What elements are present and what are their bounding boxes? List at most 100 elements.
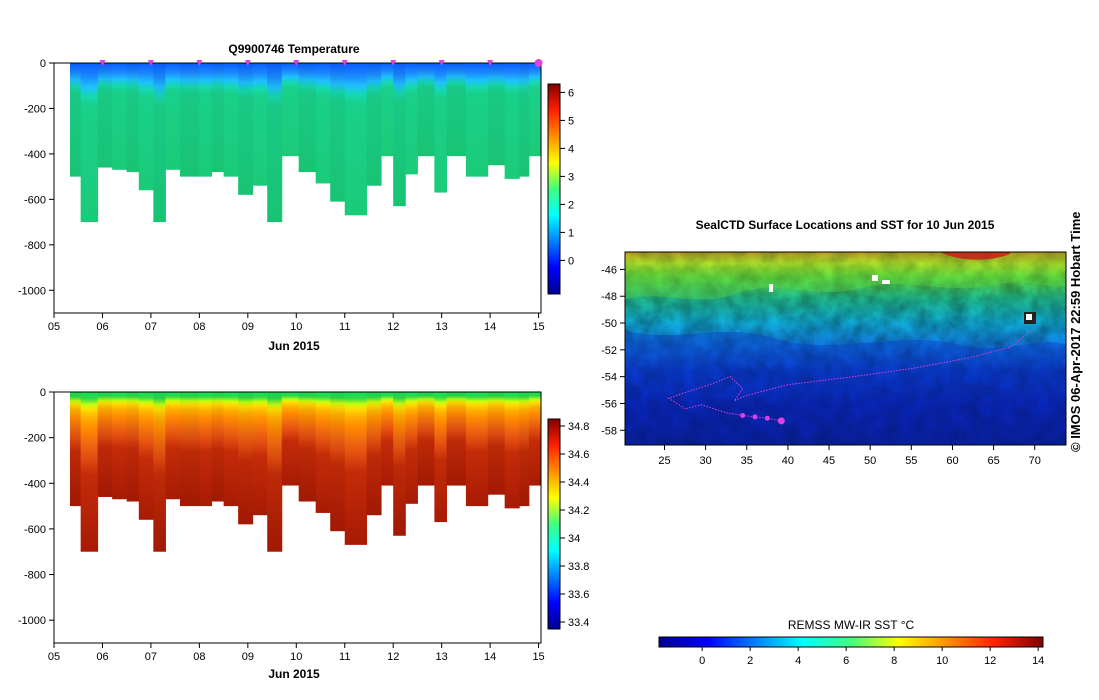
salinity-colorbar: 34.8 34.6 34.4 34.2 34 33.8 33.6 33.4: [547, 418, 589, 630]
temperature-profile-shade: [447, 63, 466, 156]
temperature-profile-bar: [298, 63, 317, 173]
map-x-tick-label: 25: [658, 455, 670, 467]
salinity-x-tick-label: 10: [290, 651, 302, 663]
salinity-profile-shade: [519, 392, 529, 506]
sst-colorbar-tick-label: 10: [936, 655, 948, 667]
temperature-profile-shade: [180, 63, 199, 177]
salinity-profile-bar: [298, 392, 317, 502]
salinity-y-tick-label: -200: [24, 433, 46, 445]
salinity-profile-bar: [223, 392, 239, 507]
temperature-profile-bar: [211, 63, 225, 173]
temperature-profile-shade: [153, 63, 165, 222]
salinity-colorbar-tick-label: 33.6: [568, 589, 589, 601]
salinity-profile-bar: [153, 392, 166, 552]
temperature-x-tick-label: 06: [96, 321, 108, 333]
salinity-colorbar-tick-label: 33.4: [568, 617, 589, 629]
temperature-profile-bar: [434, 63, 448, 193]
salinity-profile-shade: [70, 392, 81, 506]
sst-colorbar-tick-label: 0: [699, 655, 705, 667]
temperature-profile-shade: [127, 63, 139, 172]
temperature-profile-bar: [97, 63, 113, 168]
temperature-y-tick-label: -600: [24, 194, 46, 206]
temperature-profile-shade: [238, 63, 253, 195]
temperature-profile-bar: [165, 63, 181, 170]
seal-location: [740, 413, 746, 419]
profile-marker: [99, 60, 106, 66]
salinity-colorbar-tick-label: 34: [568, 533, 580, 545]
map-y-tick-label: -52: [601, 345, 617, 357]
salinity-profile-bar: [138, 392, 154, 520]
salinity-profile-bar: [344, 392, 368, 545]
temperature-profile-shade: [417, 63, 434, 156]
salinity-profile-shade: [180, 392, 199, 506]
sst-field: [625, 252, 1066, 445]
salinity-profile-bar: [417, 392, 435, 486]
temperature-colorbar-tick-label: 5: [568, 115, 574, 127]
salinity-profile-bar: [519, 392, 530, 507]
salinity-x-tick-label: 08: [193, 651, 205, 663]
temperature-colorbar-tick-label: 0: [568, 255, 574, 267]
temperature-profile-bar: [330, 63, 346, 202]
salinity-profile-bar: [238, 392, 254, 525]
temperature-profiles: [69, 63, 542, 223]
salinity-profile-shade: [417, 392, 434, 486]
temperature-x-tick-label: 15: [532, 321, 544, 333]
salinity-profile-shade: [211, 392, 223, 502]
temperature-y-tick-label: -400: [24, 149, 46, 161]
latest-profile-marker: [534, 59, 543, 67]
salinity-profile-bar: [211, 392, 225, 502]
profile-marker: [487, 60, 494, 66]
temperature-x-tick-label: 14: [484, 321, 496, 333]
temperature-colorbar-tick-label: 4: [568, 143, 574, 155]
salinity-profile-shade: [98, 392, 113, 497]
salinity-profile-shade: [299, 392, 316, 502]
map-x-tick-label: 55: [905, 455, 917, 467]
salinity-profile-bar: [487, 392, 506, 495]
salinity-x-tick-label: 09: [242, 651, 254, 663]
salinity-colorbar-tick-label: 34.4: [568, 477, 589, 489]
map-x-tick-label: 45: [823, 455, 835, 467]
temperature-profile-bar: [417, 63, 435, 157]
temperature-profile-bar: [112, 63, 128, 170]
salinity-x-tick-label: 07: [145, 651, 157, 663]
map-x-tick-label: 35: [741, 455, 753, 467]
salinity-profile-shade: [393, 392, 405, 536]
temperature-profile-bar: [344, 63, 368, 216]
map-axes: 25 30 35 40 45 50 55 60 65 70 -46 -48 -50 -52 -54 -56 -5…: [601, 264, 1041, 467]
temperature-profile-shade: [211, 63, 223, 172]
temperature-x-tick-label: 09: [242, 321, 254, 333]
temperature-colorbar-tick-label: 6: [568, 87, 574, 99]
temperature-profile-bar: [405, 63, 418, 175]
temperature-profile-shade: [519, 63, 529, 177]
salinity-profile-bar: [97, 392, 113, 497]
salinity-profile-shade: [267, 392, 282, 552]
temperature-x-tick-label: 07: [145, 321, 157, 333]
sst-map-panel: SealCTD Surface Locations and SST for 10…: [601, 218, 1067, 467]
salinity-profile-bar: [528, 392, 542, 486]
temperature-xlabel: Jun 2015: [268, 339, 320, 353]
salinity-x-tick-label: 14: [484, 651, 496, 663]
profile-markers: [99, 59, 543, 67]
temperature-x-tick-label: 13: [436, 321, 448, 333]
temperature-profile-bar: [179, 63, 200, 177]
salinity-profile-shade: [238, 392, 253, 524]
sst-colorbar-tick-label: 8: [891, 655, 897, 667]
sst-colorbar-tick-label: 2: [747, 655, 753, 667]
salinity-axes: 0 -200 -400 -600 -800 -1000 05 06 07 08 09 10 11 12 13…: [18, 387, 545, 663]
temperature-profile-bar: [153, 63, 166, 223]
salinity-profile-bar: [179, 392, 200, 507]
temperature-y-tick-label: 0: [40, 58, 46, 70]
salinity-profile-bar: [434, 392, 448, 523]
temperature-section-panel: Q9900746 Temperature 0 -200 -400 -600 -800 -1…: [18, 42, 574, 353]
salinity-profile-shade: [367, 392, 382, 515]
salinity-profile-shade: [447, 392, 466, 486]
temperature-y-tick-label: -1000: [18, 285, 46, 297]
salinity-colorbar-tick-label: 34.6: [568, 449, 589, 461]
profile-marker: [341, 60, 348, 66]
temperature-profile-bar: [252, 63, 268, 186]
temperature-profile-bar: [80, 63, 99, 223]
profile-marker: [147, 60, 154, 66]
map-x-tick-label: 30: [700, 455, 712, 467]
temperature-profile-bar: [281, 63, 300, 157]
salinity-profile-shade: [127, 392, 139, 502]
